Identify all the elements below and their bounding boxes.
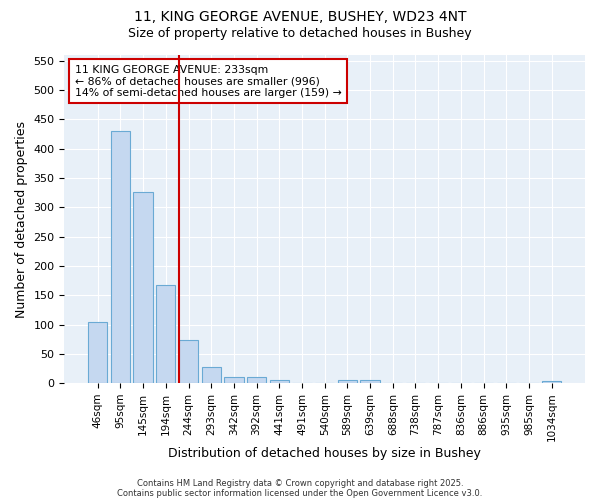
Bar <box>88 322 107 383</box>
Text: Size of property relative to detached houses in Bushey: Size of property relative to detached ho… <box>128 28 472 40</box>
Bar <box>247 376 266 383</box>
Bar <box>202 366 221 383</box>
X-axis label: Distribution of detached houses by size in Bushey: Distribution of detached houses by size … <box>168 447 481 460</box>
Text: 11 KING GEORGE AVENUE: 233sqm
← 86% of detached houses are smaller (996)
14% of : 11 KING GEORGE AVENUE: 233sqm ← 86% of d… <box>75 65 341 98</box>
Bar <box>111 131 130 383</box>
Bar <box>133 192 153 383</box>
Bar <box>156 286 175 383</box>
Bar <box>361 380 380 383</box>
Bar <box>542 381 562 383</box>
Bar <box>269 380 289 383</box>
Y-axis label: Number of detached properties: Number of detached properties <box>15 120 28 318</box>
Text: 11, KING GEORGE AVENUE, BUSHEY, WD23 4NT: 11, KING GEORGE AVENUE, BUSHEY, WD23 4NT <box>134 10 466 24</box>
Text: Contains public sector information licensed under the Open Government Licence v3: Contains public sector information licen… <box>118 488 482 498</box>
Bar <box>338 380 357 383</box>
Bar <box>179 340 198 383</box>
Text: Contains HM Land Registry data © Crown copyright and database right 2025.: Contains HM Land Registry data © Crown c… <box>137 478 463 488</box>
Bar <box>224 376 244 383</box>
